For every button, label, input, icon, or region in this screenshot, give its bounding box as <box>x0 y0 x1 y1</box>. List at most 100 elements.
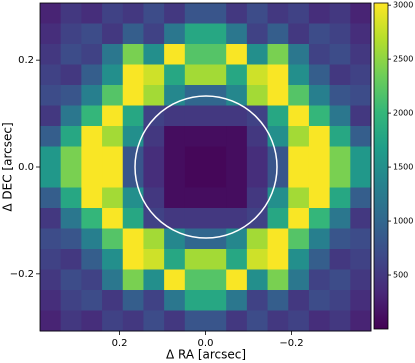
heatmap-cell <box>143 269 165 291</box>
heatmap-cell <box>350 228 372 250</box>
colorbar-tick-label: 3000 <box>393 1 413 10</box>
heatmap-cell <box>143 105 165 127</box>
heatmap-cell <box>40 310 62 332</box>
heatmap-cell <box>60 44 82 65</box>
heatmap-cell <box>267 3 289 24</box>
heatmap-cell <box>350 249 372 270</box>
heatmap-cell <box>350 290 372 311</box>
heatmap-cell <box>329 44 351 65</box>
heatmap-cell <box>205 249 227 270</box>
heatmap-cell <box>102 64 124 86</box>
heatmap-cell <box>102 146 124 168</box>
heatmap-cell <box>164 3 186 24</box>
heatmap-cell <box>60 85 82 106</box>
heatmap-cell <box>164 167 186 188</box>
heatmap-cell <box>350 269 372 291</box>
heatmap-cell <box>60 310 82 332</box>
heatmap-cell <box>40 146 62 168</box>
heatmap-cell <box>164 208 186 229</box>
heatmap-cell <box>184 64 206 86</box>
heatmap-cell <box>205 23 227 45</box>
heatmap-cell <box>143 187 165 209</box>
x-tick-label: 0.0 <box>198 338 214 349</box>
heatmap-cell <box>267 44 289 65</box>
heatmap-cell <box>205 269 227 291</box>
heatmap-cell <box>205 208 227 229</box>
heatmap-cell <box>288 126 310 147</box>
heatmap-cell <box>246 208 269 229</box>
heatmap-cell <box>40 249 62 270</box>
heatmap-cell <box>40 64 62 86</box>
heatmap-cell <box>81 249 103 270</box>
heatmap-cell <box>122 290 144 311</box>
heatmap-cell <box>350 126 372 147</box>
heatmap-cell <box>184 208 206 229</box>
heatmap-cell <box>308 64 331 86</box>
heatmap-cell <box>246 146 269 168</box>
heatmap-cell <box>329 126 351 147</box>
heatmap-cell <box>350 187 372 209</box>
heatmap-cell <box>164 228 186 250</box>
heatmap-cell <box>350 3 372 24</box>
heatmap-cell <box>288 23 310 45</box>
heatmap-cell <box>308 249 331 270</box>
heatmap-cell <box>226 187 248 209</box>
heatmap-cell <box>60 146 82 168</box>
heatmap-cell <box>205 228 227 250</box>
heatmap-cell <box>143 228 165 250</box>
heatmap-cell <box>226 249 248 270</box>
heatmap-cell <box>329 269 351 291</box>
heatmap-cell <box>143 44 165 65</box>
heatmap-cell <box>81 146 103 168</box>
heatmap-cell <box>329 23 351 45</box>
heatmap-cell <box>267 228 289 250</box>
heatmap-cell <box>164 310 186 332</box>
heatmap-cell <box>40 187 62 209</box>
heatmap-cell <box>205 187 227 209</box>
heatmap-cell <box>226 167 248 188</box>
heatmap-cell <box>60 269 82 291</box>
heatmap-cell <box>329 105 351 127</box>
colorbar-tick-label: 1000 <box>393 217 413 226</box>
heatmap-cell <box>205 310 227 332</box>
heatmap-cell <box>122 105 144 127</box>
heatmap <box>40 3 372 332</box>
heatmap-cell <box>102 105 124 127</box>
heatmap-cell <box>184 167 206 188</box>
heatmap-cell <box>81 44 103 65</box>
heatmap-cell <box>164 146 186 168</box>
heatmap-cell <box>226 3 248 24</box>
x-tick-label: 0.2 <box>112 338 128 349</box>
mask-circle <box>134 95 278 239</box>
heatmap-cell <box>350 85 372 106</box>
heatmap-cell <box>329 208 351 229</box>
heatmap-cell <box>40 269 62 291</box>
heatmap-cell <box>226 208 248 229</box>
heatmap-cell <box>308 208 331 229</box>
heatmap-cell <box>184 44 206 65</box>
heatmap-cell <box>226 44 248 65</box>
heatmap-cell <box>40 3 62 24</box>
heatmap-cell <box>246 3 269 24</box>
heatmap-cell <box>81 208 103 229</box>
heatmap-cell <box>60 23 82 45</box>
heatmap-cell <box>102 167 124 188</box>
heatmap-cell <box>288 167 310 188</box>
heatmap-cell <box>102 208 124 229</box>
y-tick-label: 0.0 <box>18 162 34 173</box>
heatmap-cell <box>184 249 206 270</box>
heatmap-cell <box>329 228 351 250</box>
heatmap-cell <box>102 228 124 250</box>
heatmap-cell <box>143 126 165 147</box>
heatmap-cell <box>288 85 310 106</box>
heatmap-cell <box>267 23 289 45</box>
heatmap-cell <box>267 249 289 270</box>
heatmap-cell <box>184 105 206 127</box>
heatmap-cell <box>60 208 82 229</box>
heatmap-cell <box>122 126 144 147</box>
heatmap-cell <box>267 85 289 106</box>
heatmap-cell <box>102 85 124 106</box>
x-axis-label: Δ RA [arcsec] <box>166 348 246 362</box>
heatmap-cell <box>40 228 62 250</box>
